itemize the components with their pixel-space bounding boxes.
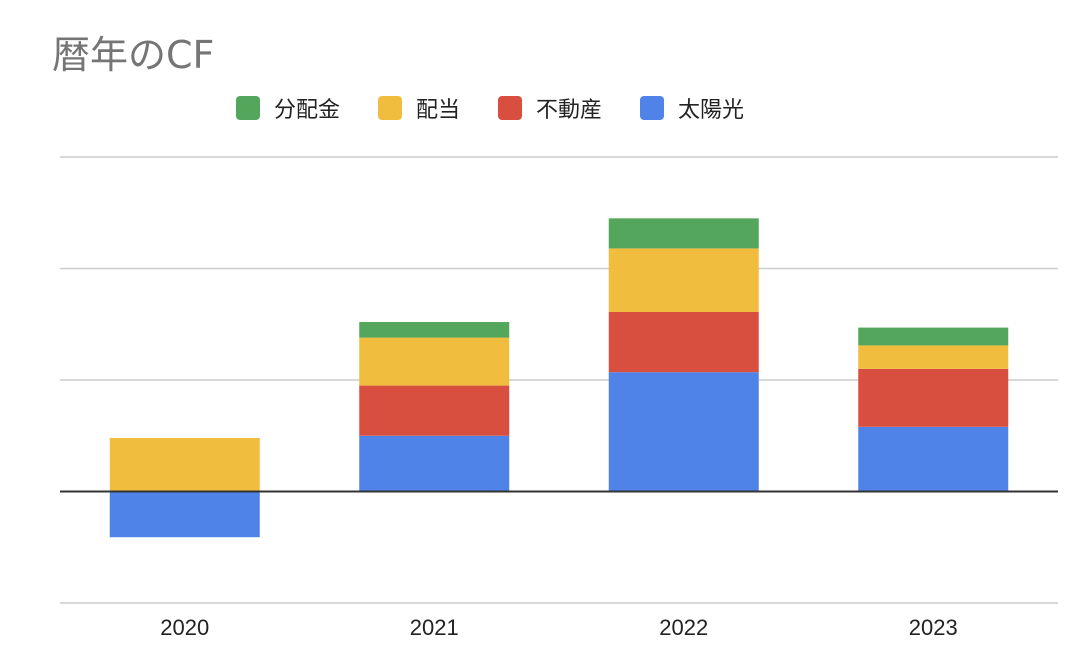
bar-segment xyxy=(858,345,1009,369)
legend-swatch xyxy=(236,96,260,120)
legend-label: 太陽光 xyxy=(678,98,745,123)
legend-swatch xyxy=(378,96,403,120)
x-tick-label: 2021 xyxy=(410,615,459,640)
bar-segment xyxy=(858,327,1009,346)
legend-swatch xyxy=(640,96,665,120)
bar-segment xyxy=(359,385,510,436)
bar-segment xyxy=(858,426,1009,492)
bar-segment xyxy=(608,218,759,249)
legend-item: 配当 xyxy=(378,92,460,124)
legend-label: 不動産 xyxy=(536,98,603,123)
x-tick-label: 2023 xyxy=(909,615,958,640)
x-tick-label: 2022 xyxy=(659,615,708,640)
bar-segment xyxy=(858,368,1009,427)
bar-segment xyxy=(608,311,759,373)
bar-segment xyxy=(109,437,260,492)
legend-item: 不動産 xyxy=(498,92,602,124)
bar-segment xyxy=(608,372,759,492)
bar-segment xyxy=(359,435,510,492)
bar-segment xyxy=(608,248,759,312)
legend-item: 太陽光 xyxy=(640,92,744,124)
legend-label: 配当 xyxy=(416,98,461,123)
legend: 分配金 配当 不動産 太陽光 xyxy=(236,92,744,124)
chart-title: 暦年のCF xyxy=(52,33,215,77)
bar-segment xyxy=(359,337,510,386)
bar-segment xyxy=(109,491,260,538)
legend-swatch xyxy=(498,96,523,120)
bar-segment xyxy=(359,322,510,338)
legend-label: 分配金 xyxy=(274,98,341,123)
x-tick-label: 2020 xyxy=(160,615,209,640)
legend-item: 分配金 xyxy=(236,92,340,124)
